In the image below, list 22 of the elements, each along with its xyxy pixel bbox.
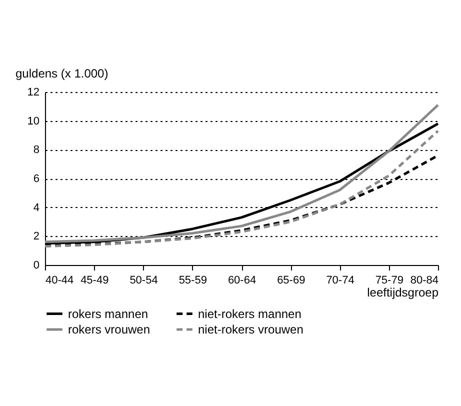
y-tick-label: 10: [27, 115, 40, 128]
y-tick-label: 6: [33, 173, 40, 185]
y-tick-label: 8: [33, 144, 40, 156]
y-tick-label: 0: [33, 260, 40, 272]
x-tick-label: 55-59: [178, 274, 207, 286]
x-tick-label: 75-79: [375, 274, 404, 286]
y-axis-title: guldens (x 1.000): [16, 66, 108, 80]
x-tick-label: 45-49: [80, 274, 109, 286]
y-tick-label: 4: [33, 202, 40, 214]
y-tick-label: 2: [33, 230, 40, 243]
y-tick-label: 12: [27, 86, 40, 98]
x-tick-label: 80-84: [410, 274, 438, 286]
x-tick-label: 40-44: [46, 274, 74, 286]
x-tick-label: 65-69: [277, 274, 306, 286]
legend-label: rokers vrouwen: [68, 322, 150, 336]
legend-label: niet-rokers mannen: [198, 306, 302, 321]
legend-label: niet-rokers vrouwen: [198, 322, 304, 336]
x-tick-label: 60-64: [228, 274, 256, 286]
x-tick-label: 50-54: [130, 274, 158, 286]
x-tick-label: 70-74: [326, 274, 354, 286]
x-axis-title: leeftijdsgroep: [367, 286, 439, 300]
legend-label: rokers mannen: [68, 306, 148, 321]
